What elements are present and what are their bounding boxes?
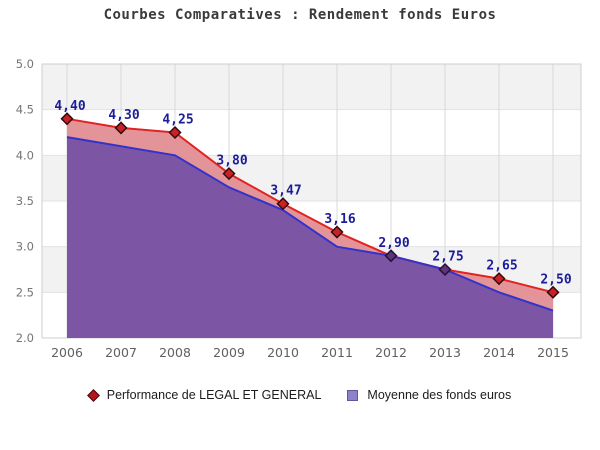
- x-tick-label: 2009: [213, 345, 245, 360]
- x-tick-label: 2014: [483, 345, 515, 360]
- y-tick-label: 3.5: [16, 194, 34, 208]
- y-tick-label: 5.0: [16, 57, 34, 71]
- data-point-label: 3,80: [216, 154, 247, 169]
- legend: Performance de LEGAL ET GENERAL Moyenne …: [0, 388, 600, 402]
- x-tick-label: 2012: [375, 345, 407, 360]
- data-point-marker: [438, 262, 452, 277]
- legend-label: Moyenne des fonds euros: [367, 388, 512, 402]
- data-point-marker: [384, 249, 398, 263]
- data-point-label: 4,30: [108, 108, 139, 123]
- series-area-performance: [67, 118, 553, 311]
- data-point-label: 2,90: [378, 236, 409, 251]
- legend-item-performance: Performance de LEGAL ET GENERAL: [86, 388, 322, 402]
- data-point-label: 3,47: [270, 184, 301, 199]
- series-area-moyenne: [67, 137, 553, 338]
- data-point-label: 2,50: [540, 272, 571, 287]
- data-point-marker: [276, 197, 290, 211]
- y-tick-label: 3.0: [16, 240, 34, 254]
- legend-item-moyenne: Moyenne des fonds euros: [347, 388, 511, 402]
- data-point-label: 3,16: [324, 212, 355, 227]
- y-tick-label: 4.0: [16, 148, 34, 162]
- square-icon: [347, 389, 359, 401]
- x-tick-label: 2006: [51, 345, 83, 360]
- chart-svg: 4,40 4,30 4,25 3,80 3,47 3,16 2,90 2,75 2,65 2,50…: [16, 57, 582, 360]
- x-tick-label: 2015: [537, 345, 569, 360]
- x-tick-label: 2011: [321, 345, 353, 360]
- data-point-label: 2,75: [432, 250, 463, 265]
- series-line-moyenne: [66, 136, 554, 312]
- data-point-label: 4,25: [162, 113, 193, 128]
- chart-title: Courbes Comparatives : Rendement fonds E…: [103, 7, 497, 23]
- series-line-performance: [66, 117, 554, 294]
- data-point-marker: [222, 167, 236, 181]
- diamond-icon: [86, 388, 100, 402]
- data-point-marker: [492, 272, 506, 286]
- x-tick-label: 2010: [267, 345, 299, 360]
- data-point-marker: [60, 112, 74, 126]
- x-tick-label: 2007: [105, 345, 137, 360]
- data-point-marker: [330, 225, 344, 239]
- data-point-marker: [114, 121, 128, 135]
- plot-band: [42, 64, 581, 110]
- data-point-label: 2,65: [486, 259, 517, 274]
- y-tick-label: 2.0: [16, 331, 34, 345]
- data-point-marker: [168, 125, 182, 140]
- x-tick-label: 2013: [429, 345, 461, 360]
- legend-label: Performance de LEGAL ET GENERAL: [106, 388, 322, 402]
- y-tick-label: 4.5: [16, 103, 34, 117]
- x-tick-label: 2008: [159, 345, 191, 360]
- data-point-label: 4,40: [54, 99, 85, 114]
- data-point-marker: [546, 285, 560, 299]
- y-tick-label: 2.5: [16, 285, 34, 299]
